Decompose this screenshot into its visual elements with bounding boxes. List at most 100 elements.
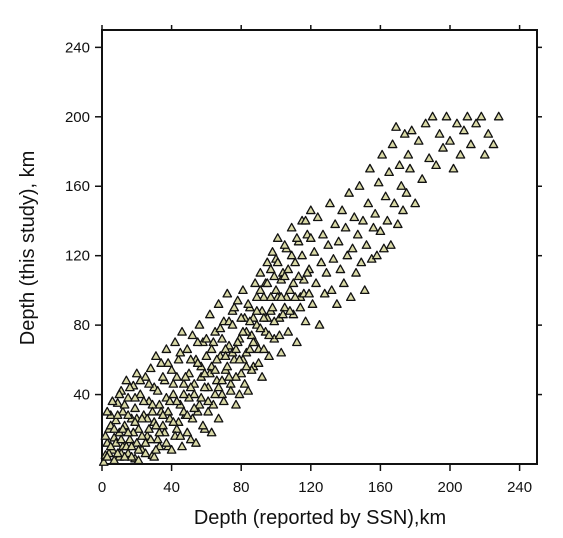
- data-point: [445, 135, 455, 145]
- data-point: [288, 278, 299, 288]
- data-point: [163, 358, 173, 367]
- data-point: [434, 129, 445, 138]
- data-point: [424, 153, 434, 163]
- data-point: [199, 382, 210, 392]
- data-point: [389, 198, 400, 208]
- data-point: [245, 344, 255, 354]
- data-point: [305, 205, 316, 215]
- data-point: [307, 299, 318, 308]
- data-point: [309, 247, 320, 256]
- data-point: [111, 415, 121, 425]
- data-point: [330, 219, 341, 229]
- data-point: [126, 441, 137, 451]
- data-point: [161, 438, 172, 447]
- data-point: [392, 219, 403, 229]
- data-point: [171, 396, 182, 406]
- data-point: [304, 288, 314, 298]
- data-point: [112, 410, 123, 420]
- data-point: [373, 177, 384, 187]
- data-point: [171, 372, 182, 381]
- data-point: [213, 413, 224, 423]
- data-point: [210, 389, 220, 399]
- data-point: [493, 111, 504, 121]
- data-point: [168, 389, 179, 399]
- data-point: [332, 299, 342, 308]
- data-point: [213, 299, 224, 308]
- data-point: [210, 365, 220, 374]
- data-point: [133, 455, 144, 465]
- data-point: [227, 319, 238, 329]
- data-point: [403, 149, 414, 159]
- data-point: [194, 319, 205, 329]
- data-point: [145, 434, 156, 444]
- data-point: [166, 444, 177, 454]
- data-point: [358, 215, 368, 225]
- plot-frame: [101, 29, 538, 465]
- data-point: [208, 337, 219, 347]
- data-point: [178, 378, 189, 388]
- data-point: [452, 118, 462, 128]
- data-point: [325, 198, 335, 208]
- y-tick-label: 240: [65, 39, 90, 56]
- data-point: [107, 396, 118, 406]
- data-point: [286, 222, 297, 232]
- data-point: [269, 316, 280, 326]
- data-point: [158, 372, 168, 381]
- data-point: [165, 396, 175, 406]
- data-point: [300, 316, 311, 326]
- data-point: [170, 337, 180, 347]
- data-point: [258, 313, 269, 322]
- data-point: [321, 267, 332, 277]
- data-point: [217, 375, 227, 385]
- data-point: [189, 403, 200, 413]
- data-point: [413, 135, 424, 145]
- data-point: [229, 302, 240, 312]
- data-point: [427, 111, 438, 121]
- data-point: [297, 250, 307, 260]
- data-point: [124, 382, 135, 392]
- data-point: [144, 378, 154, 388]
- data-point: [105, 441, 116, 451]
- data-point: [215, 323, 226, 333]
- data-point: [140, 438, 151, 447]
- data-point: [342, 250, 353, 260]
- data-point: [123, 410, 133, 420]
- data-point: [147, 406, 158, 416]
- data-point: [185, 382, 196, 392]
- data-point: [234, 389, 245, 399]
- data-point: [236, 313, 247, 322]
- data-point: [359, 285, 370, 295]
- data-point: [276, 292, 287, 301]
- data-point: [231, 399, 241, 409]
- data-point: [318, 229, 328, 239]
- data-point: [241, 361, 252, 371]
- data-point: [245, 316, 255, 326]
- data-point: [177, 441, 187, 451]
- data-point: [265, 292, 276, 301]
- data-point: [135, 375, 146, 385]
- x-tick-label: 200: [437, 479, 462, 496]
- x-tick-label: 40: [163, 479, 180, 496]
- data-point: [218, 396, 229, 406]
- data-point: [137, 413, 147, 423]
- data-point: [396, 181, 407, 190]
- data-point: [278, 309, 288, 319]
- y-tick-label: 200: [65, 109, 90, 126]
- data-point: [250, 278, 260, 288]
- axis-ticks: [95, 25, 542, 471]
- data-point: [269, 271, 280, 281]
- data-point: [116, 434, 126, 444]
- data-point: [206, 344, 217, 354]
- data-point: [292, 337, 302, 347]
- data-point: [279, 240, 290, 249]
- data-point: [349, 212, 360, 222]
- data-point: [118, 406, 128, 416]
- x-tick-label: 160: [368, 479, 393, 496]
- data-point: [326, 285, 337, 295]
- data-point: [151, 420, 161, 430]
- data-point: [352, 229, 363, 239]
- data-point: [236, 368, 247, 378]
- data-point: [238, 326, 248, 336]
- x-axis-label: Depth (reported by SSN),km: [194, 507, 446, 529]
- data-point: [380, 191, 391, 201]
